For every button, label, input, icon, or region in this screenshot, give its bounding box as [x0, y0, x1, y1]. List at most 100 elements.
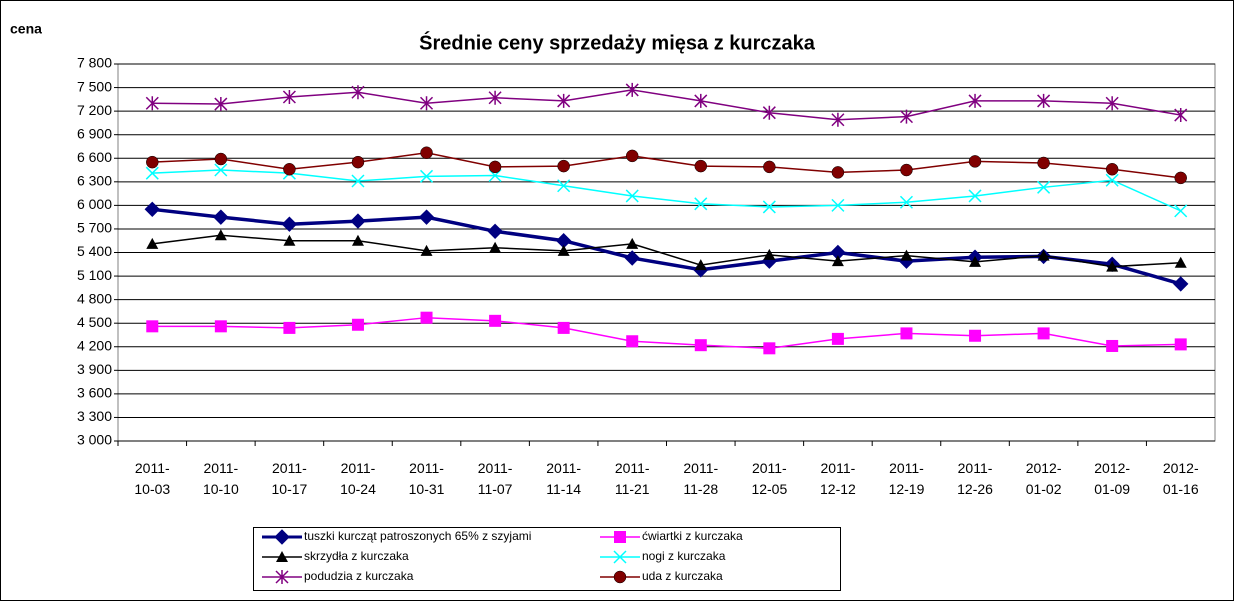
x-tick-label: 2011-11-14: [546, 460, 582, 497]
series-line: [152, 234, 1181, 268]
legend-label: podudzia z kurczaka: [304, 569, 414, 583]
marker: [1105, 162, 1119, 176]
y-tick-label: 4 500: [77, 314, 112, 330]
x-tick-label: 2011-12-05: [751, 460, 788, 497]
marker: [624, 250, 640, 266]
marker: [420, 311, 433, 324]
marker: [420, 96, 434, 111]
marker: [213, 209, 229, 225]
y-tick-label: 4 800: [77, 290, 112, 306]
marker: [900, 327, 913, 340]
marker: [281, 216, 298, 232]
marker: [613, 570, 627, 584]
legend-label: nogi z kurczaka: [642, 549, 726, 563]
y-tick-label: 6 300: [77, 173, 112, 189]
marker: [831, 332, 844, 345]
marker: [694, 93, 708, 108]
marker: [763, 248, 776, 260]
marker: [899, 195, 913, 209]
marker: [276, 551, 288, 562]
marker: [626, 237, 639, 249]
marker: [968, 93, 982, 108]
x-tick-label: 2011-12-12: [820, 460, 856, 497]
marker: [1174, 171, 1187, 185]
marker: [146, 155, 159, 169]
marker: [350, 213, 366, 229]
marker: [145, 96, 159, 111]
marker: [1174, 338, 1187, 351]
marker: [351, 318, 364, 331]
marker: [420, 244, 433, 256]
marker: [557, 244, 570, 256]
legend-label: skrzydła z kurczaka: [304, 549, 409, 563]
marker: [557, 159, 570, 173]
marker: [489, 241, 502, 253]
marker: [214, 97, 228, 112]
y-tick-label: 7 800: [77, 55, 112, 71]
marker: [351, 174, 365, 188]
legend-label: tuszki kurcząt patroszonych 65% z szyjam…: [304, 529, 531, 543]
y-tick-label: 5 700: [77, 220, 112, 236]
marker: [968, 189, 982, 203]
marker: [763, 160, 776, 174]
marker: [900, 249, 913, 261]
marker: [420, 146, 433, 160]
marker: [626, 335, 639, 348]
legend-label: uda z kurczaka: [642, 569, 723, 583]
marker: [613, 550, 627, 564]
x-tick-label: 2012-01-02: [1025, 460, 1062, 497]
marker: [831, 255, 844, 267]
marker: [1106, 339, 1119, 352]
marker: [283, 162, 296, 176]
x-tick-label: 2012-01-16: [1162, 460, 1199, 497]
x-tick-label: 2011-10-03: [134, 460, 171, 497]
marker: [420, 169, 434, 183]
marker: [283, 321, 296, 334]
marker: [488, 90, 502, 105]
marker: [275, 570, 289, 584]
marker: [283, 234, 296, 246]
x-tick-label: 2011-11-21: [614, 460, 650, 497]
x-tick-label: 2011-12-19: [888, 460, 925, 497]
marker: [831, 166, 845, 179]
marker: [625, 82, 639, 97]
x-tick-label: 2011-10-31: [408, 460, 445, 497]
series-line: [152, 169, 1182, 212]
y-tick-label: 3 900: [77, 361, 112, 377]
y-tick-label: 7 500: [77, 78, 112, 94]
marker: [146, 320, 159, 333]
marker: [831, 198, 845, 212]
marker: [1037, 327, 1050, 340]
y-tick-label: 5 100: [77, 267, 112, 283]
marker: [145, 166, 159, 180]
marker: [144, 201, 160, 218]
marker: [763, 342, 776, 355]
marker: [351, 85, 365, 100]
marker: [762, 200, 776, 214]
marker: [351, 155, 365, 169]
marker: [557, 321, 570, 334]
marker: [625, 189, 639, 203]
marker: [1174, 256, 1187, 268]
marker: [282, 89, 296, 104]
y-axis-label: cena: [10, 21, 42, 37]
marker: [214, 229, 227, 241]
legend-label: ćwiartki z kurczaka: [642, 529, 743, 543]
marker: [968, 155, 982, 168]
marker: [1105, 96, 1119, 111]
x-tick-label: 2011-11-28: [683, 460, 719, 497]
x-tick-label: 2011-10-10: [202, 460, 239, 497]
y-tick-label: 3 300: [77, 408, 112, 424]
legend: [253, 527, 841, 591]
marker: [487, 223, 503, 240]
marker: [214, 152, 228, 166]
marker: [899, 109, 913, 124]
series-line: [152, 207, 1182, 286]
marker: [274, 529, 290, 545]
marker: [694, 259, 707, 271]
x-tick-label: 2011-10-17: [271, 460, 308, 497]
series-line: [152, 151, 1181, 179]
marker: [557, 179, 571, 193]
